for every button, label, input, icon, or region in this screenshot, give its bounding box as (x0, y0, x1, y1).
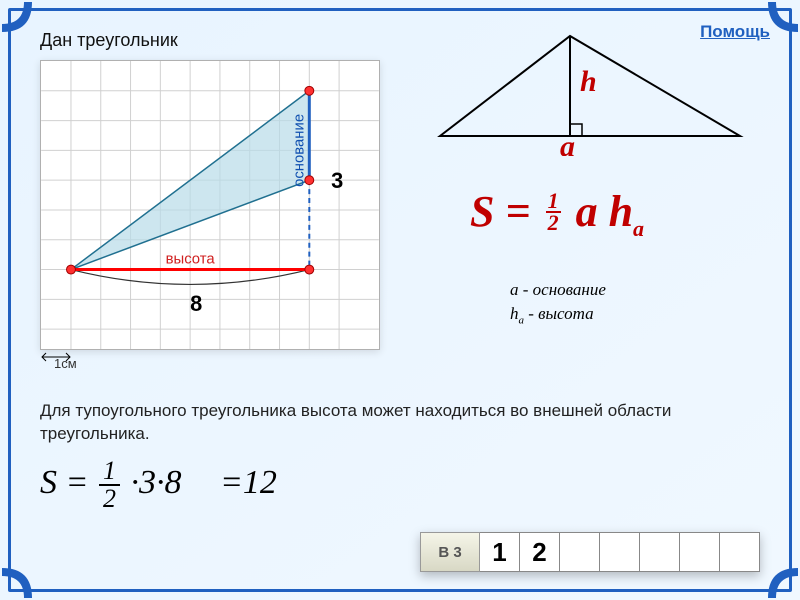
answer-cell[interactable] (640, 532, 680, 572)
scale-label: 1см (54, 356, 77, 371)
vertex-dot (66, 265, 75, 274)
vertex-dot (305, 86, 314, 95)
task-id-button[interactable]: В 3 (420, 532, 480, 572)
area-formula: S = 12 a ha (470, 186, 644, 242)
label-a: a (560, 130, 575, 156)
label-h: h (580, 65, 597, 98)
height-label: высота (166, 252, 216, 268)
answer-bar: В 3 1 2 (420, 532, 760, 572)
vertex-dot (305, 265, 314, 274)
formula-eq: = (505, 187, 530, 236)
corner-ornament (754, 554, 798, 598)
base-label: основание (291, 114, 307, 187)
page-title: Дан треугольник (40, 30, 178, 51)
calculation: S = 12 ·3·8 =12 (40, 458, 277, 512)
num-height: 8 (190, 291, 202, 316)
formula-sub: a (633, 216, 644, 241)
legend-a: а - основание (510, 280, 606, 300)
reference-triangle: h a (420, 26, 750, 156)
grid-diagram: высота основание 3 8 (40, 60, 380, 350)
answer-cell[interactable] (560, 532, 600, 572)
formula-h: h (609, 187, 633, 236)
formula-legend: а - основание ha - высота (510, 280, 606, 330)
explanation-text: Для тупоугольного треугольника высота мо… (40, 400, 760, 446)
formula-S: S (470, 187, 494, 236)
answer-cell[interactable] (720, 532, 760, 572)
half-den: 2 (546, 213, 561, 233)
answer-cell[interactable] (600, 532, 640, 572)
legend-h: ha - высота (510, 304, 606, 326)
answer-cell[interactable]: 2 (520, 532, 560, 572)
num-base: 3 (331, 168, 343, 193)
formula-a: a (576, 187, 598, 236)
answer-cell[interactable]: 1 (480, 532, 520, 572)
corner-ornament (2, 554, 46, 598)
answer-cell[interactable] (680, 532, 720, 572)
